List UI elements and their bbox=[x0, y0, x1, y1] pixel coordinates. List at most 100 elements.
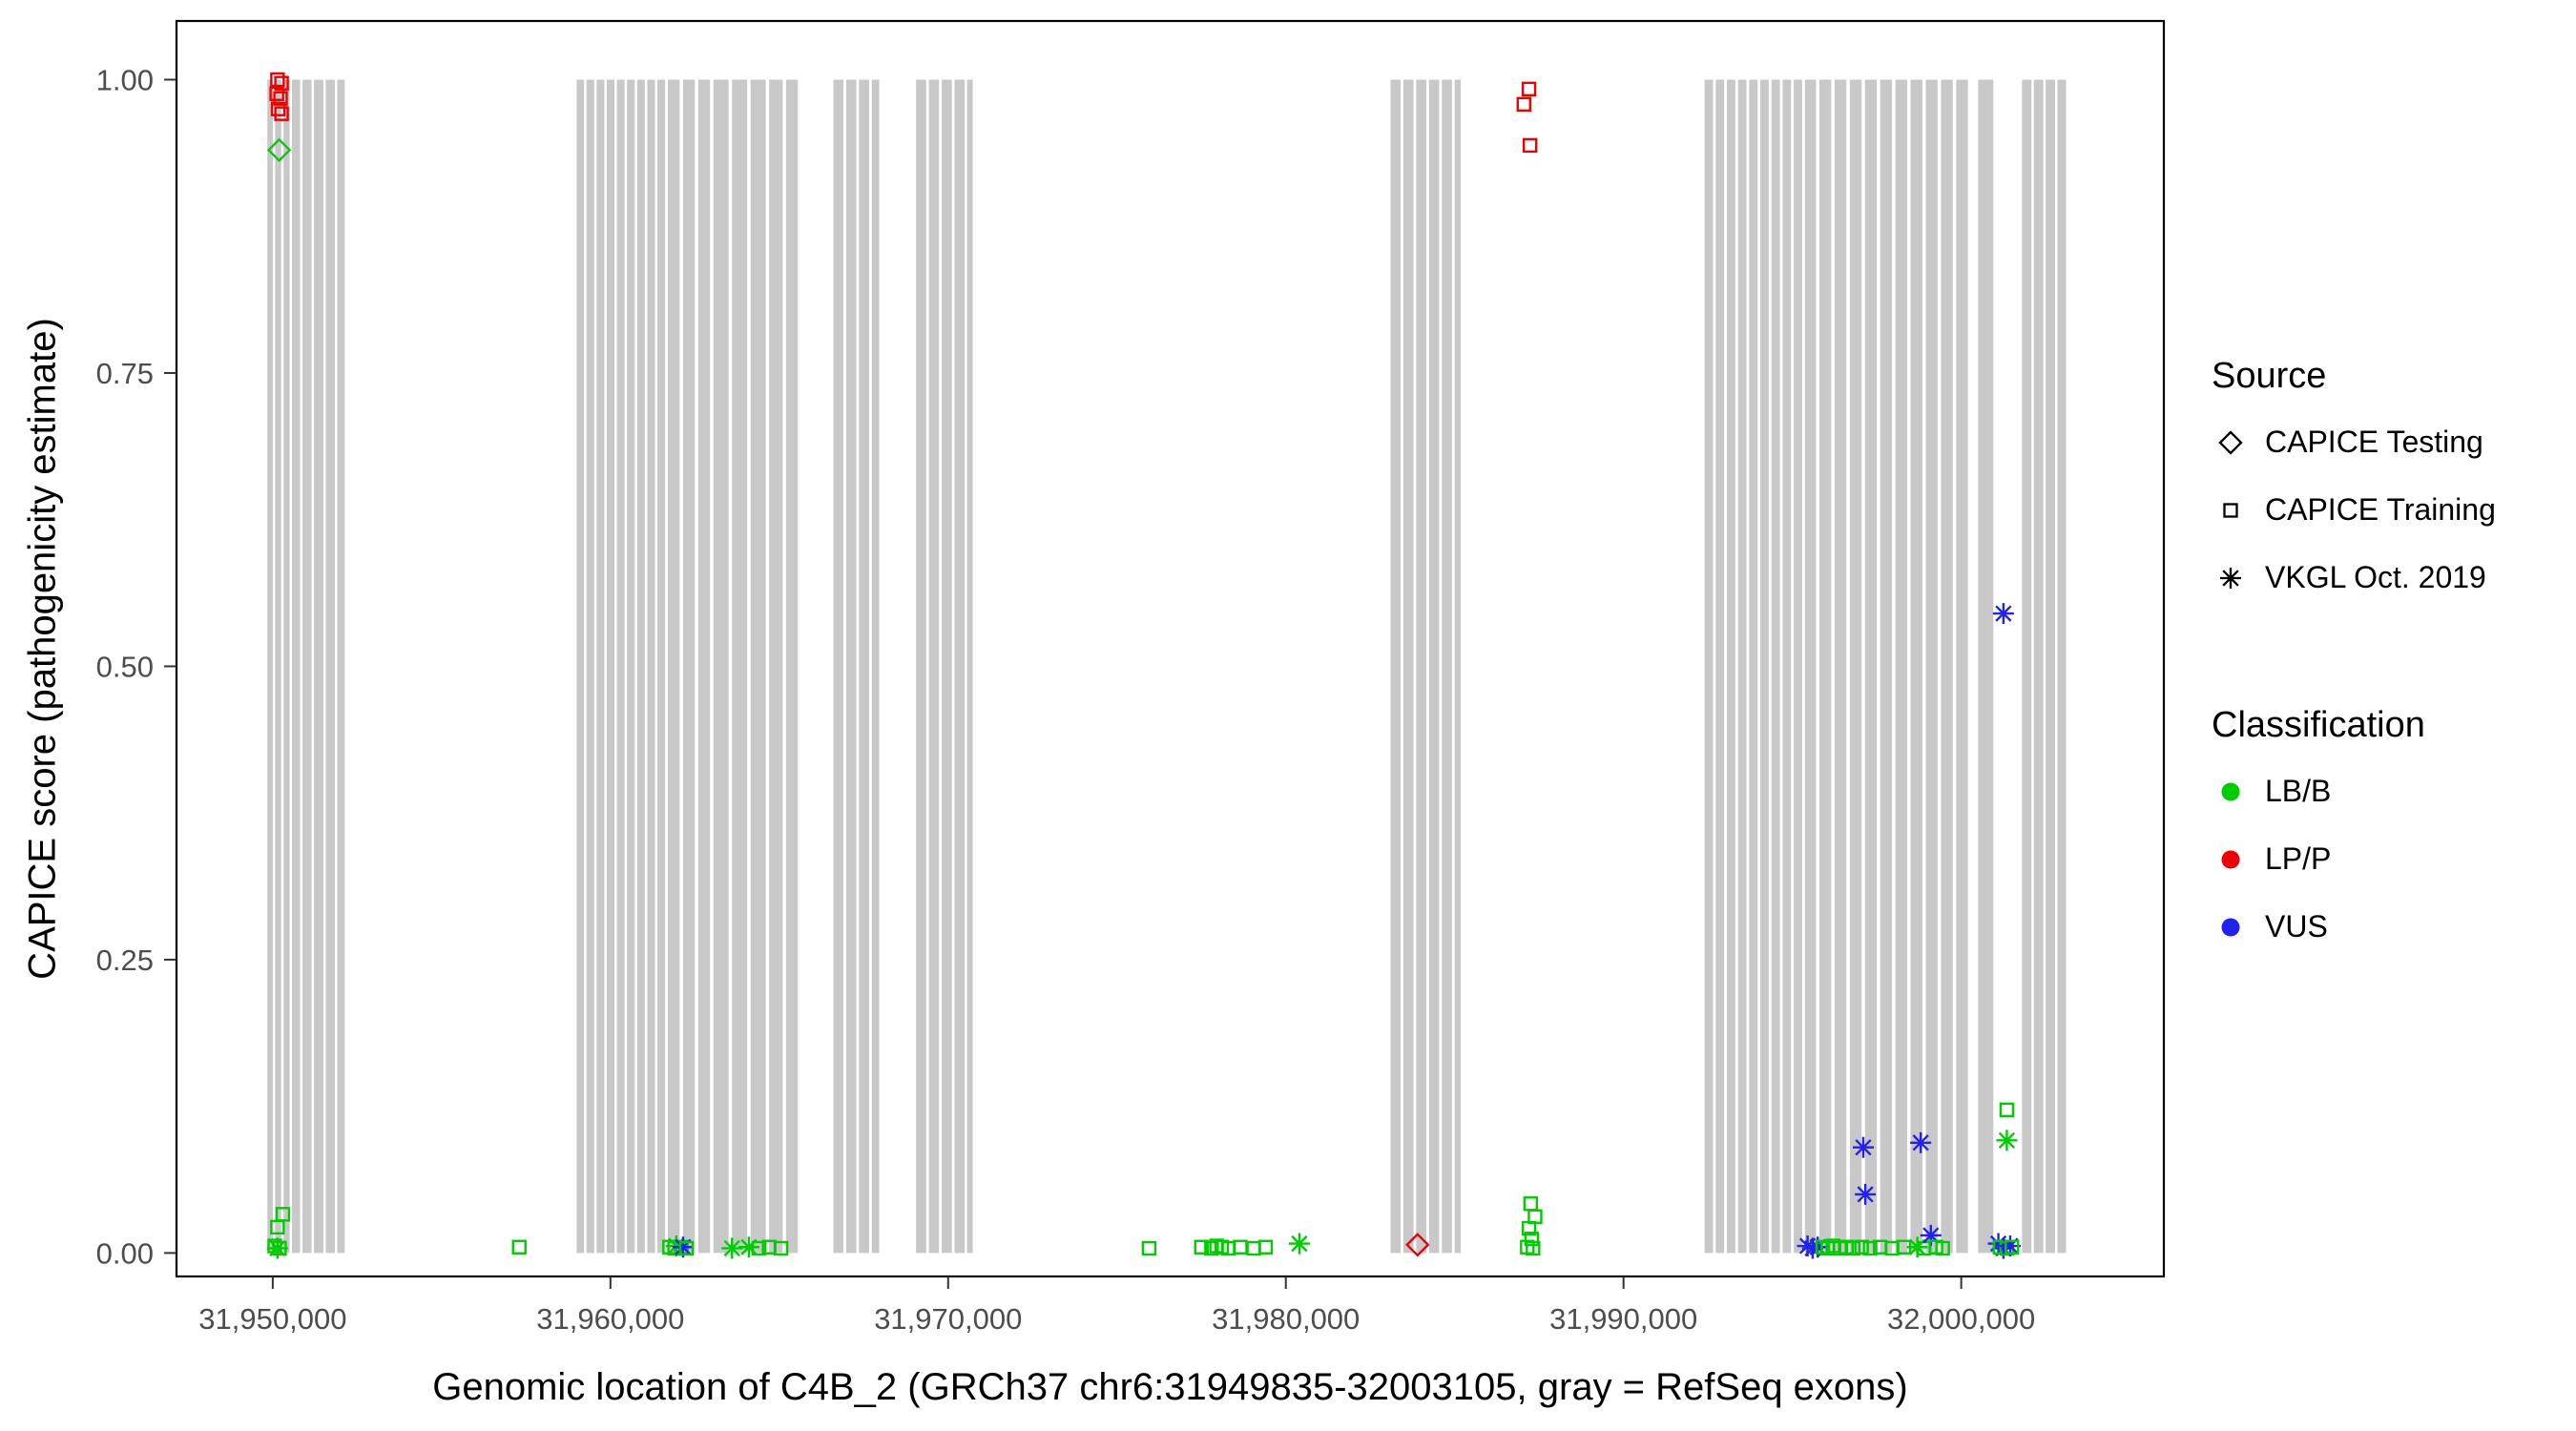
point-asterisk bbox=[723, 1239, 740, 1257]
exon-bar bbox=[1715, 79, 1725, 1254]
exon-bar bbox=[1726, 79, 1735, 1254]
exon-bar bbox=[1910, 79, 1922, 1254]
point-square bbox=[1935, 1240, 1950, 1256]
exon-bar bbox=[769, 79, 783, 1254]
exon-bar bbox=[657, 79, 666, 1254]
exon-bar bbox=[1704, 79, 1714, 1254]
point-asterisk bbox=[1291, 1234, 1308, 1253]
x-axis-title: Genomic location of C4B_2 (GRCh37 chr6:3… bbox=[432, 1366, 1908, 1408]
exon-bar bbox=[302, 79, 312, 1254]
point-square bbox=[1862, 1240, 1878, 1256]
exon-bar bbox=[871, 79, 880, 1254]
legend-label-lpp: LP/P bbox=[2265, 841, 2332, 876]
x-tick-label: 31,980,000 bbox=[1212, 1302, 1360, 1336]
point-square bbox=[1246, 1240, 1261, 1256]
square-icon bbox=[2212, 491, 2250, 529]
exon-bar bbox=[1749, 79, 1758, 1254]
exon-bar bbox=[845, 79, 857, 1254]
point-asterisk bbox=[1855, 1139, 1872, 1156]
legend-classification-title: Classification bbox=[2212, 705, 2425, 745]
legend-label-vus: VUS bbox=[2265, 909, 2328, 944]
point-square bbox=[270, 72, 285, 88]
y-axis-title: CAPICE score (pathogenicity estimate) bbox=[21, 318, 64, 980]
point-asterisk bbox=[1857, 1186, 1874, 1203]
x-tick-label: 31,970,000 bbox=[874, 1302, 1022, 1336]
exon-bar bbox=[596, 79, 605, 1254]
exon-bar bbox=[732, 79, 748, 1254]
point-square bbox=[511, 1239, 527, 1255]
point-asterisk bbox=[1922, 1227, 1940, 1244]
point-asterisk bbox=[269, 1239, 286, 1257]
exon-bar bbox=[1416, 79, 1426, 1254]
legend-item-lbb: LB/B bbox=[2212, 757, 2496, 825]
blue-dot-icon bbox=[2212, 908, 2250, 946]
exon-bar bbox=[833, 79, 844, 1254]
exon-bar bbox=[337, 79, 345, 1254]
point-square bbox=[1521, 1220, 1537, 1236]
point-asterisk bbox=[1995, 605, 2012, 622]
x-tick-label: 32,000,000 bbox=[1887, 1302, 2035, 1336]
y-tick-label: 0.00 bbox=[96, 1236, 154, 1270]
point-square bbox=[1522, 137, 1538, 154]
exon-bar bbox=[627, 79, 635, 1254]
exon-bar bbox=[942, 79, 952, 1254]
exon-bar bbox=[2033, 79, 2044, 1254]
exon-bar bbox=[283, 79, 290, 1254]
point-square bbox=[1141, 1240, 1157, 1256]
point-square bbox=[269, 86, 284, 101]
legend-label-lbb: LB/B bbox=[2265, 774, 2332, 808]
exon-bar bbox=[1782, 79, 1792, 1254]
point-square bbox=[678, 1240, 695, 1256]
x-tick-label: 31,990,000 bbox=[1549, 1302, 1697, 1336]
exon-bar bbox=[1771, 79, 1780, 1254]
exon-bar bbox=[1895, 79, 1907, 1254]
exon-bar bbox=[1818, 79, 1832, 1254]
legend-label-capice-testing: CAPICE Testing bbox=[2265, 425, 2483, 459]
legend-item-capice-testing: CAPICE Testing bbox=[2212, 408, 2496, 476]
point-asterisk bbox=[1912, 1134, 1929, 1151]
exon-bar bbox=[966, 79, 973, 1254]
point-square bbox=[1854, 1239, 1869, 1255]
y-tick-label: 1.00 bbox=[96, 63, 154, 96]
exon-bar bbox=[314, 79, 323, 1254]
point-square bbox=[1526, 1240, 1541, 1256]
asterisk-icon bbox=[2212, 559, 2250, 597]
legend-label-capice-training: CAPICE Training bbox=[2265, 492, 2496, 527]
exon-bar bbox=[697, 79, 711, 1254]
exon-bar bbox=[1428, 79, 1440, 1254]
point-square bbox=[1999, 1102, 2015, 1118]
exon-bar bbox=[1737, 79, 1747, 1254]
exon-bar bbox=[2046, 79, 2056, 1254]
exon-bar bbox=[275, 79, 281, 1254]
legend-label-vkgl: VKGL Oct. 2019 bbox=[2265, 560, 2486, 594]
legend-group-classification: Classification LB/B LP/P VUS bbox=[2212, 702, 2496, 961]
exon-bar bbox=[1849, 79, 1862, 1254]
point-square bbox=[1233, 1239, 1248, 1255]
exon-bar bbox=[1794, 79, 1802, 1254]
exon-bar bbox=[1834, 79, 1847, 1254]
exon-bar bbox=[750, 79, 766, 1254]
exon-bar bbox=[1390, 79, 1402, 1254]
point-square bbox=[1527, 1209, 1543, 1224]
panel-border bbox=[175, 19, 2166, 1278]
red-dot-icon bbox=[2212, 840, 2250, 879]
exon-bar bbox=[576, 79, 585, 1254]
exon-bar bbox=[292, 79, 301, 1254]
exon-bar bbox=[713, 79, 729, 1254]
diamond-icon bbox=[2212, 424, 2250, 462]
legend-group-source: Source CAPICE Testing CAPICE Training bbox=[2212, 353, 2496, 612]
exon-bar bbox=[1402, 79, 1414, 1254]
exon-bar bbox=[928, 79, 940, 1254]
exon-bar bbox=[1804, 79, 1817, 1254]
exon-bar bbox=[954, 79, 966, 1254]
exon-bar bbox=[1442, 79, 1452, 1254]
point-square bbox=[1257, 1239, 1274, 1255]
exon-bar bbox=[1864, 79, 1878, 1254]
legend: Source CAPICE Testing CAPICE Training bbox=[2212, 353, 2496, 961]
exon-bar bbox=[1956, 79, 1968, 1254]
legend-source-title: Source bbox=[2212, 356, 2327, 396]
exon-bar bbox=[606, 79, 615, 1254]
point-square bbox=[273, 91, 288, 106]
exon-bar bbox=[586, 79, 594, 1254]
